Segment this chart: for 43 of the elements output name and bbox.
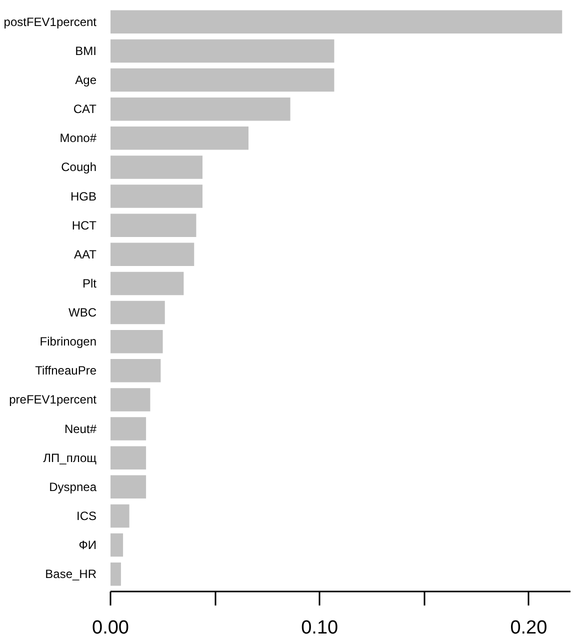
y-tick-label: Cough bbox=[61, 160, 97, 174]
y-tick-label: WBC bbox=[68, 306, 97, 320]
y-tick-label: TiffneauPre bbox=[35, 364, 97, 378]
y-tick-label: ICS bbox=[76, 508, 97, 523]
y-tick-label: postFEV1percent bbox=[4, 14, 98, 29]
y-tick-label: ЛП_площ bbox=[43, 450, 97, 465]
bar bbox=[110, 330, 163, 354]
bar bbox=[110, 184, 202, 208]
bar bbox=[110, 359, 161, 382]
bar bbox=[110, 68, 334, 92]
y-tick-label: ФИ bbox=[78, 538, 96, 552]
bar bbox=[110, 156, 202, 179]
y-tick-label: Age bbox=[75, 73, 97, 88]
x-tick-label: 0.00 bbox=[92, 618, 129, 636]
bar bbox=[110, 242, 194, 266]
bar bbox=[110, 475, 146, 499]
y-tick-label: HCT bbox=[72, 218, 98, 232]
y-tick-label: Plt bbox=[82, 276, 98, 290]
bar bbox=[110, 300, 165, 324]
bar bbox=[110, 97, 290, 121]
bar bbox=[110, 417, 146, 440]
bar bbox=[110, 126, 248, 150]
bar bbox=[110, 39, 334, 63]
x-tick-label: 0.20 bbox=[510, 618, 548, 636]
y-tick-label: Mono# bbox=[60, 131, 97, 146]
bar bbox=[110, 533, 124, 557]
bar bbox=[110, 272, 184, 296]
y-tick-label: Base_HR bbox=[45, 567, 97, 582]
y-tick-label: Neut# bbox=[64, 422, 97, 436]
y-tick-label: Fibrinogen bbox=[40, 334, 96, 349]
y-tick-label: AAT bbox=[74, 247, 98, 262]
bar bbox=[110, 504, 130, 528]
bar bbox=[110, 388, 150, 412]
bar bbox=[110, 214, 196, 237]
y-tick-label: HGB bbox=[70, 189, 97, 204]
y-tick-label: BMI bbox=[75, 44, 97, 58]
y-tick-label: Dyspnea bbox=[49, 480, 97, 494]
bar bbox=[110, 10, 562, 34]
y-tick-label: preFEV1percent bbox=[9, 392, 98, 407]
bar bbox=[110, 562, 121, 586]
y-tick-label: CAT bbox=[73, 102, 98, 116]
bar bbox=[110, 446, 146, 470]
x-tick-label: 0.10 bbox=[301, 618, 338, 636]
